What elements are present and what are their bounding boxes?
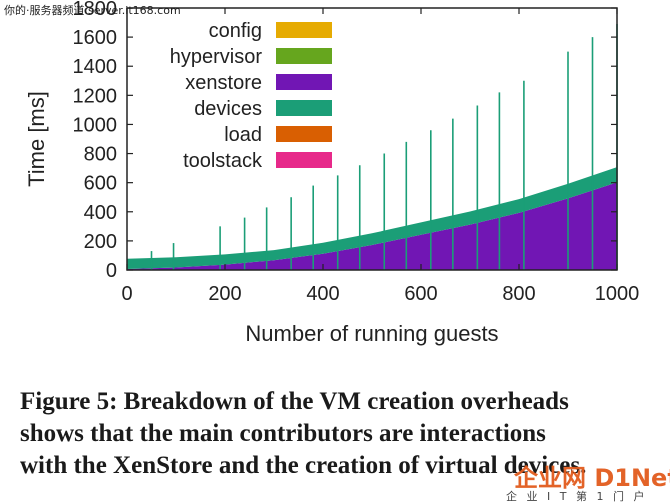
x-tick-label: 200 (208, 283, 241, 305)
x-axis-title: Number of running guests (245, 321, 498, 346)
y-tick-label: 0 (106, 260, 117, 282)
y-axis-title: Time [ms] (24, 91, 49, 187)
x-tick-label: 0 (121, 283, 132, 305)
y-tick-label: 1200 (73, 85, 118, 107)
legend-swatch-hypervisor (276, 48, 332, 64)
x-tick-label: 600 (404, 283, 437, 305)
legend-label-config: config (209, 20, 262, 42)
legend-swatch-toolstack (276, 152, 332, 168)
legend-swatch-load (276, 126, 332, 142)
legend-swatch-devices (276, 100, 332, 116)
legend-label-hypervisor: hypervisor (170, 46, 263, 68)
legend-label-load: load (224, 124, 262, 146)
legend-label-devices: devices (194, 98, 262, 120)
caption-line-1: Figure 5: Breakdown of the VM creation o… (20, 386, 660, 418)
y-tick-label: 1400 (73, 56, 118, 78)
chart-canvas: 0 200 400 600 800 1000 0 200 400 600 800 1000 1200 1… (0, 0, 670, 380)
caption-line-2: shows that the main contributors are int… (20, 418, 660, 450)
legend: config hypervisor xenstore devices load tools… (170, 20, 332, 172)
y-tick-label: 200 (84, 231, 117, 253)
watermark-text: 你的·服务器频道 server.it168.com (4, 2, 181, 18)
legend-swatch-xenstore (276, 74, 332, 90)
y-tick-label: 800 (84, 144, 117, 166)
y-tick-label: 600 (84, 173, 117, 195)
x-tick-label: 1000 (595, 283, 640, 305)
x-tick-label: 800 (502, 283, 535, 305)
legend-label-toolstack: toolstack (183, 150, 263, 172)
y-tick-label: 400 (84, 202, 117, 224)
y-tick-label: 1600 (73, 27, 118, 49)
x-tick-label: 400 (306, 283, 339, 305)
legend-label-xenstore: xenstore (185, 72, 262, 94)
plot-areas (127, 167, 617, 270)
y-tick-label: 1000 (73, 114, 118, 136)
legend-swatch-config (276, 22, 332, 38)
d1net-logo: 企业网 D1Net 企 业 I T 第 1 门 户 (506, 458, 670, 502)
